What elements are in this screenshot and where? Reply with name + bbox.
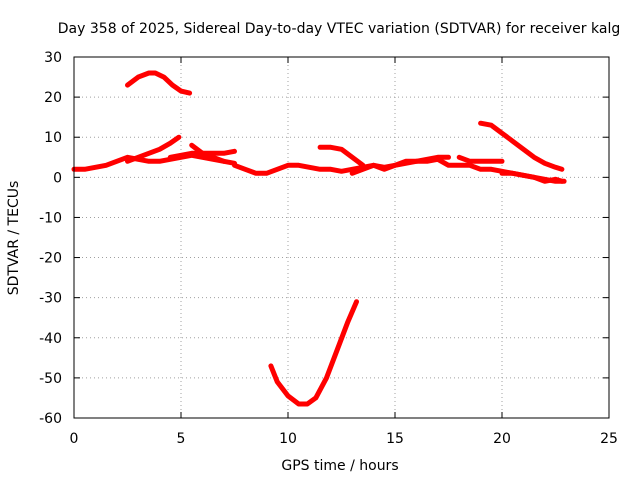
x-tick-label: 20 — [493, 431, 511, 447]
series-descending-seg — [478, 120, 565, 172]
y-axis: -60 -50 -40 -30 -20 -10 0 10 20 30 — [39, 50, 609, 427]
series-lower-right-seg — [499, 170, 567, 184]
series-noisy-seg — [349, 154, 451, 176]
grid — [74, 57, 609, 418]
x-tick-label: 15 — [386, 431, 404, 447]
series-deep-dip — [268, 299, 359, 407]
series-rising-seg-a — [125, 134, 182, 164]
y-tick-label: -60 — [39, 411, 62, 427]
series-baseline-1 — [71, 152, 237, 172]
x-tick-label: 0 — [70, 431, 79, 447]
y-tick-label: 10 — [44, 130, 62, 146]
x-tick-label: 25 — [600, 431, 618, 447]
x-axis: 0 5 10 15 20 25 — [70, 57, 618, 447]
series-mid-right-seg — [456, 154, 505, 164]
y-axis-label: SDTVAR / TECUs — [6, 181, 22, 296]
x-tick-label: 5 — [177, 431, 186, 447]
y-tick-label: 20 — [44, 90, 62, 106]
series-mid-seg — [317, 144, 366, 168]
y-tick-label: -30 — [39, 291, 62, 307]
series-hump-seg — [189, 142, 227, 164]
series-upper-arc — [125, 70, 193, 96]
y-tick-label: -10 — [39, 210, 62, 226]
x-axis-label: GPS time / hours — [281, 458, 398, 474]
series-group — [71, 70, 567, 407]
x-tick-label: 10 — [279, 431, 297, 447]
y-tick-label: 30 — [44, 50, 62, 66]
plot-frame — [73, 56, 610, 419]
y-tick-label: -40 — [39, 331, 62, 347]
chart-title: Day 358 of 2025, Sidereal Day-to-day VTE… — [58, 21, 620, 37]
y-tick-label: -50 — [39, 371, 62, 387]
y-tick-label: 0 — [53, 170, 62, 186]
y-tick-label: -20 — [39, 251, 62, 267]
